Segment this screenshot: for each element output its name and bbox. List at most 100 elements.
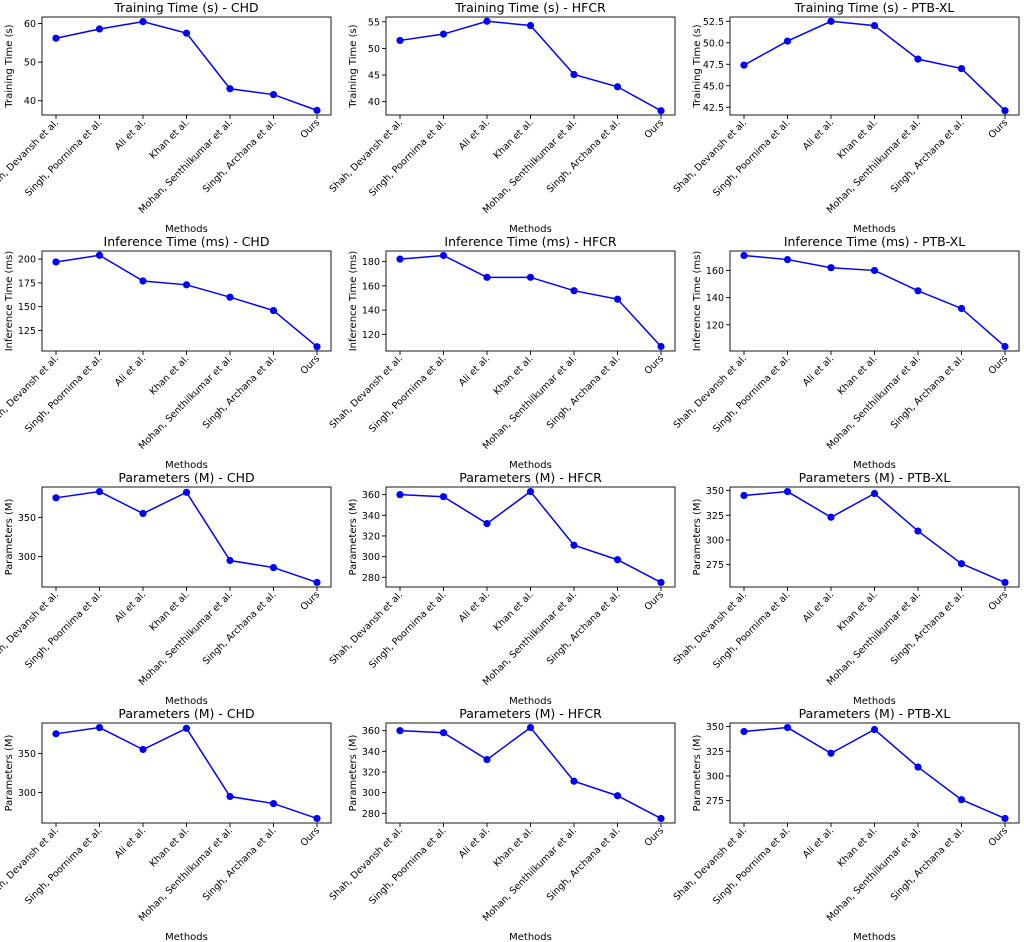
x-tick-label: Ours — [299, 825, 323, 849]
data-point: 257 — [1001, 578, 1009, 587]
y-tick-label: 360 — [362, 726, 380, 737]
x-tick-label: Singh, Poornima et al. — [711, 589, 793, 671]
data-point: 286 — [269, 799, 278, 808]
y-axis-label: Parameters (M) — [348, 734, 359, 811]
data-point: 276 — [957, 560, 966, 568]
y-tick-label: 140 — [362, 306, 380, 317]
data-point: 276 — [957, 796, 966, 804]
data-point: 349 — [783, 723, 792, 732]
y-tick-label: 320 — [362, 767, 380, 778]
data-point: 167 — [526, 273, 535, 281]
x-tick-label: Ali et al. — [113, 589, 148, 624]
data-point: 345 — [740, 727, 748, 736]
x-tick-label: Khan et al. — [836, 117, 880, 161]
y-axis-label: Parameters (M) — [4, 734, 15, 811]
y-tick-label: 300 — [18, 552, 36, 563]
x-tick-label: Singh, Archana et al. — [889, 589, 967, 667]
y-tick-label: 340 — [362, 511, 380, 522]
x-tick-label: Khan et al. — [148, 825, 192, 869]
data-point: 45.1 — [570, 70, 578, 79]
data-point: 332 — [483, 755, 491, 764]
data-point: 323 — [827, 749, 835, 757]
x-axis-label: Methods — [509, 460, 552, 471]
y-tick-label: 325 — [706, 511, 724, 522]
x-tick-label: Singh, Archana et al. — [889, 117, 967, 195]
chart-title: Parameters (M) - HFCR — [459, 470, 602, 485]
x-tick-label: Khan et al. — [836, 353, 880, 397]
x-axis-label: Methods — [165, 696, 208, 707]
data-point: 52.7 — [439, 30, 448, 38]
x-tick-label: Singh, Poornima et al. — [711, 825, 793, 907]
plot-area — [729, 486, 1020, 588]
data-point: 51.5 — [396, 36, 404, 45]
y-tick-label: 160 — [706, 266, 724, 277]
y-tick-label: 120 — [706, 320, 724, 331]
x-tick-label: Khan et al. — [492, 117, 536, 161]
y-tick-label: 200 — [18, 255, 36, 266]
data-point: 355 — [139, 745, 147, 754]
data-point: 171 — [740, 251, 748, 260]
data-point: 286 — [269, 563, 278, 572]
x-tick-label: Ours — [987, 117, 1011, 141]
data-point: 47 — [957, 64, 966, 73]
chart-title: Parameters (M) - CHD — [118, 470, 254, 485]
series-line — [399, 490, 662, 584]
data-point: 167 — [483, 273, 491, 281]
data-point: 58.6 — [95, 25, 104, 33]
data-point: 309 — [914, 763, 922, 771]
x-tick-label: Shah, Devansh et al. — [328, 117, 406, 195]
data-point: 48.1 — [914, 55, 922, 63]
x-tick-label: Ali et al. — [457, 353, 492, 388]
y-tick-label: 300 — [18, 788, 36, 799]
data-point: 173 — [182, 281, 191, 289]
plot-area — [385, 722, 676, 824]
y-tick-label: 300 — [706, 535, 724, 546]
x-tick-label: Singh, Poornima et al. — [367, 353, 449, 435]
data-point: 311 — [570, 541, 578, 549]
y-tick-label: 350 — [18, 513, 36, 524]
y-tick-label: 340 — [362, 747, 380, 758]
data-point: 347 — [870, 725, 879, 734]
x-tick-label: Singh, Poornima et al. — [23, 825, 105, 907]
x-tick-label: Ali et al. — [457, 117, 492, 152]
data-point: 110 — [657, 342, 665, 351]
series-line — [743, 20, 1006, 112]
data-point: 57.5 — [182, 29, 191, 37]
data-point: 52 — [870, 21, 879, 30]
data-point: 355 — [139, 509, 147, 518]
x-tick-label: Singh, Poornima et al. — [23, 353, 105, 435]
data-point: 360 — [396, 727, 404, 735]
y-tick-label: 55 — [368, 17, 380, 28]
x-tick-label: Shah, Devansh et al. — [328, 825, 406, 903]
x-axis-label: Methods — [853, 696, 896, 707]
plot-area — [729, 250, 1020, 352]
data-point: 358 — [439, 729, 448, 737]
data-point: 358 — [439, 493, 448, 501]
data-point: 42.8 — [613, 83, 622, 91]
x-tick-label: Singh, Poornima et al. — [367, 117, 449, 199]
x-tick-label: Ali et al. — [801, 353, 836, 388]
y-tick-label: 300 — [362, 552, 380, 563]
data-point: 160 — [870, 266, 879, 275]
plot-area — [385, 16, 676, 116]
data-point: 162 — [827, 264, 835, 272]
x-axis-label: Methods — [509, 224, 552, 235]
y-tick-label: 275 — [706, 560, 724, 571]
chart-title: Parameters (M) - PTB-XL — [799, 706, 951, 721]
y-tick-label: 300 — [706, 771, 724, 782]
x-tick-label: Singh, Archana et al. — [201, 589, 279, 667]
data-point: 168 — [783, 255, 792, 264]
data-point: 132 — [957, 304, 966, 313]
x-tick-label: Singh, Archana et al. — [889, 825, 967, 903]
data-point: 257 — [1001, 814, 1009, 823]
plot-area — [385, 250, 676, 352]
y-tick-label: 160 — [362, 281, 380, 292]
series-line — [399, 254, 662, 348]
y-tick-label: 275 — [706, 796, 724, 807]
x-tick-label: Ours — [987, 353, 1011, 377]
x-tick-label: Singh, Poornima et al. — [23, 117, 105, 199]
plot-area — [385, 486, 676, 588]
data-point: 360 — [396, 491, 404, 499]
